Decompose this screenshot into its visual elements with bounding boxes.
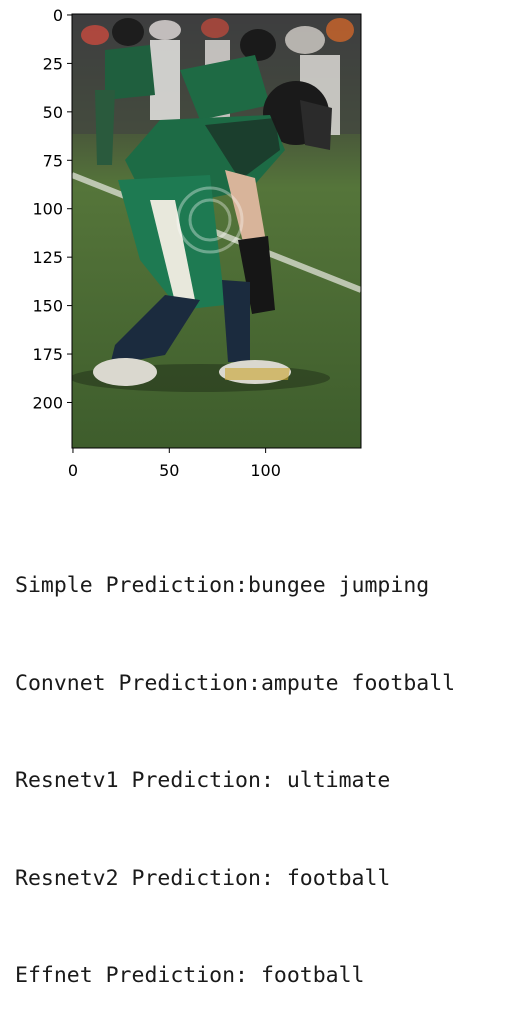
prediction-output: Simple Prediction:bungee jumping Convnet… (15, 505, 455, 1025)
y-tick-label: 175 (32, 345, 63, 364)
football-photo (72, 14, 361, 448)
y-tick-label: 0 (53, 6, 63, 25)
x-tick-label: 50 (159, 461, 179, 480)
y-tick-label: 200 (32, 393, 63, 412)
y-tick-label: 150 (32, 297, 63, 316)
output-line: Convnet Prediction:ampute football (15, 670, 456, 696)
output-line: Resnetv1 Prediction: ultimate (15, 768, 391, 793)
axis-ticks: 0 25 50 75 100 125 150 175 200 0 50 100 (32, 6, 280, 480)
x-tick-label: 0 (68, 461, 78, 480)
output-line: Resnetv2 Prediction: football (15, 865, 391, 891)
output-line: Effnet Prediction: football (15, 963, 365, 988)
y-tick-label: 25 (43, 54, 63, 73)
image-plot: 0 25 50 75 100 125 150 175 200 0 50 100 (32, 6, 362, 480)
y-tick-label: 100 (32, 200, 63, 219)
y-tick-label: 50 (43, 103, 63, 122)
x-tick-label: 100 (250, 461, 281, 480)
output-line: Simple Prediction:bungee jumping (15, 573, 430, 598)
axes-frame (71, 13, 362, 449)
y-tick-label: 125 (32, 248, 63, 267)
y-tick-label: 75 (43, 151, 63, 170)
